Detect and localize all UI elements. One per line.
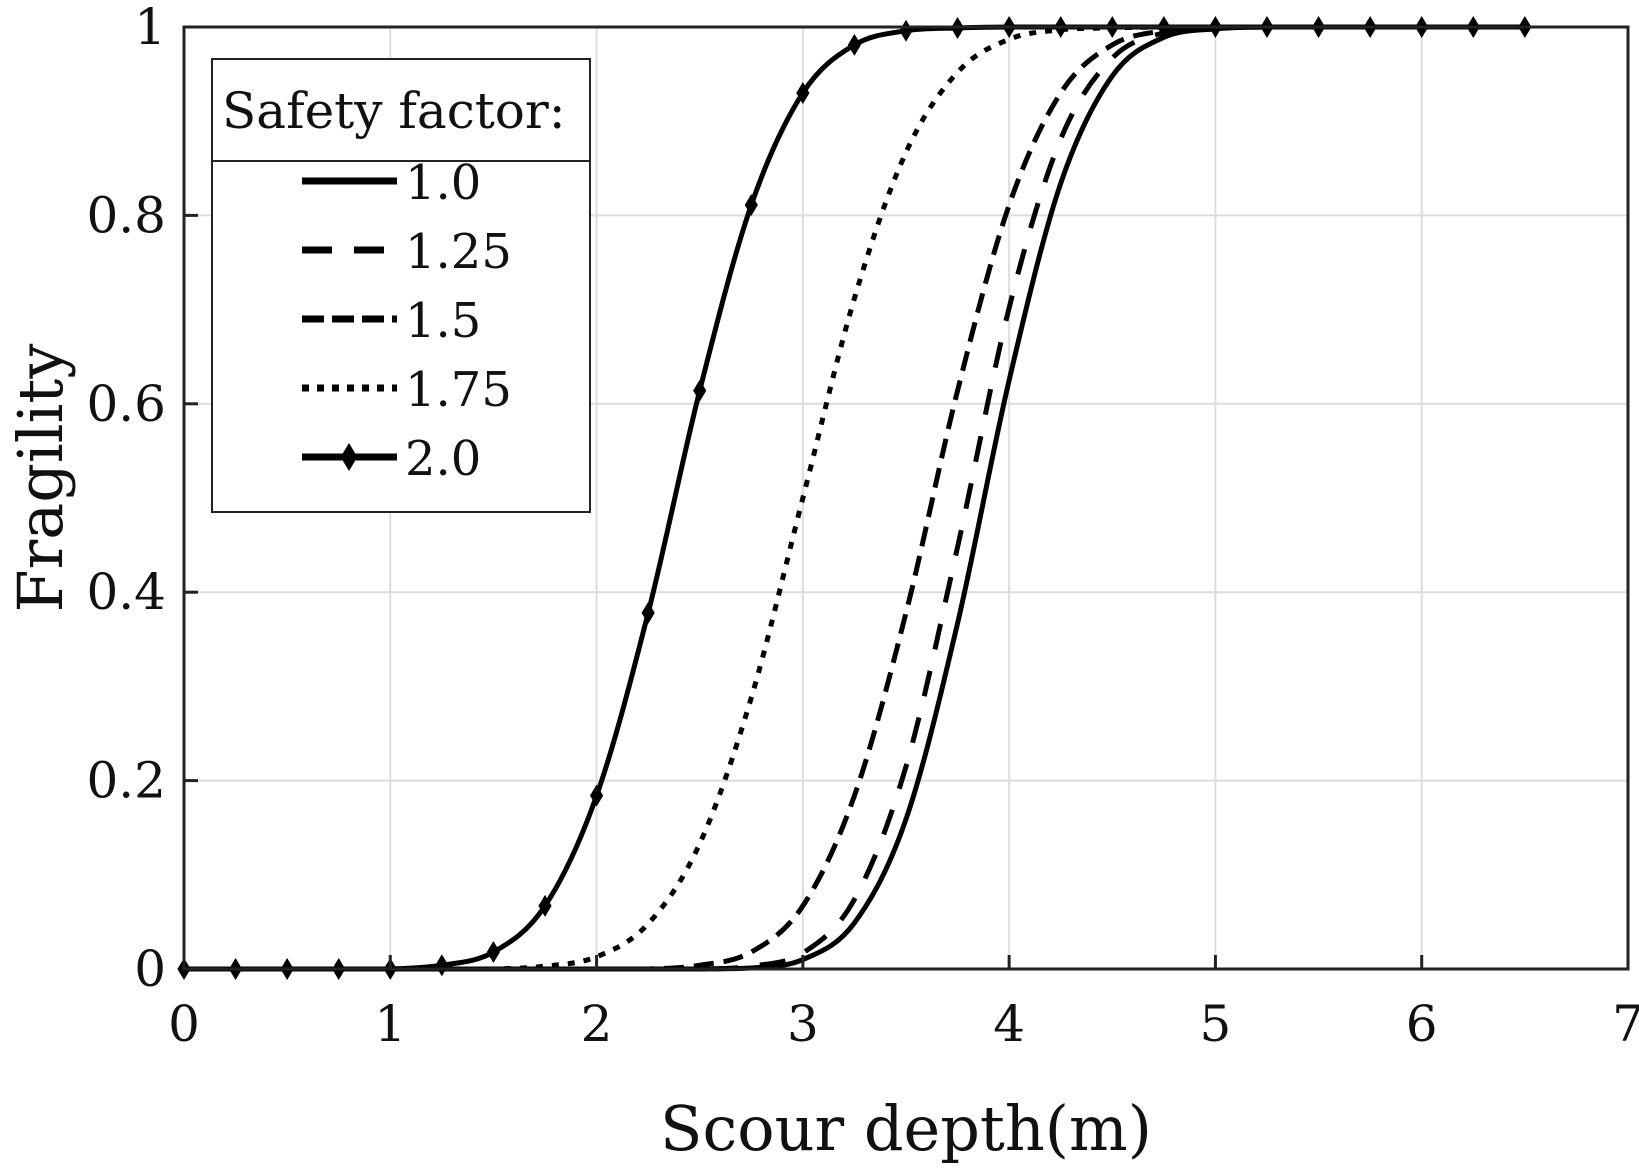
- legend-label: 1.25: [405, 224, 512, 280]
- y-tick-label: 0.6: [86, 375, 166, 433]
- data-point-marker: [693, 379, 707, 402]
- x-tick-label: 0: [168, 995, 200, 1053]
- y-tick-label: 1: [134, 0, 166, 56]
- data-point-marker: [796, 81, 810, 104]
- data-point-marker: [589, 784, 604, 807]
- x-tick-label: 2: [581, 995, 613, 1053]
- x-tick-label: 7: [1612, 995, 1639, 1053]
- legend-label: 1.5: [405, 293, 481, 349]
- y-tick-label: 0: [134, 940, 166, 998]
- x-tick-label: 6: [1406, 995, 1438, 1053]
- y-axis-label: Fragility: [4, 344, 77, 613]
- legend-box: [211, 58, 591, 513]
- legend: Safety factor: 1.0 1.25 1.5 1.75 2.0: [211, 58, 591, 513]
- legend-title: Safety factor:: [222, 82, 566, 140]
- legend-diamond-marker: [340, 443, 358, 471]
- legend-label: 1.0: [405, 155, 481, 211]
- data-point-marker: [435, 954, 449, 977]
- data-point-marker: [641, 601, 655, 624]
- data-point-marker: [486, 941, 501, 964]
- legend-label: 1.75: [405, 362, 512, 418]
- y-tick-label: 0.4: [86, 563, 166, 621]
- legend-label: 2.0: [405, 431, 481, 487]
- ticks: 0 1 2 3 4 5 6 7 0 0.2 0.4 0.6 0.8 1: [86, 0, 1639, 1053]
- x-tick-label: 4: [993, 995, 1025, 1053]
- data-point-marker: [899, 19, 913, 42]
- data-point-marker: [744, 194, 758, 217]
- data-point-marker: [847, 33, 862, 56]
- x-axis-label: Scour depth(m): [660, 1092, 1152, 1165]
- data-point-marker: [538, 894, 552, 917]
- x-tick-label: 3: [787, 995, 819, 1053]
- x-tick-label: 1: [374, 995, 406, 1053]
- plot-frame: [182, 25, 1630, 971]
- x-tick-label: 5: [1200, 995, 1232, 1053]
- y-tick-label: 0.8: [86, 186, 166, 244]
- y-tick-label: 0.2: [86, 752, 166, 810]
